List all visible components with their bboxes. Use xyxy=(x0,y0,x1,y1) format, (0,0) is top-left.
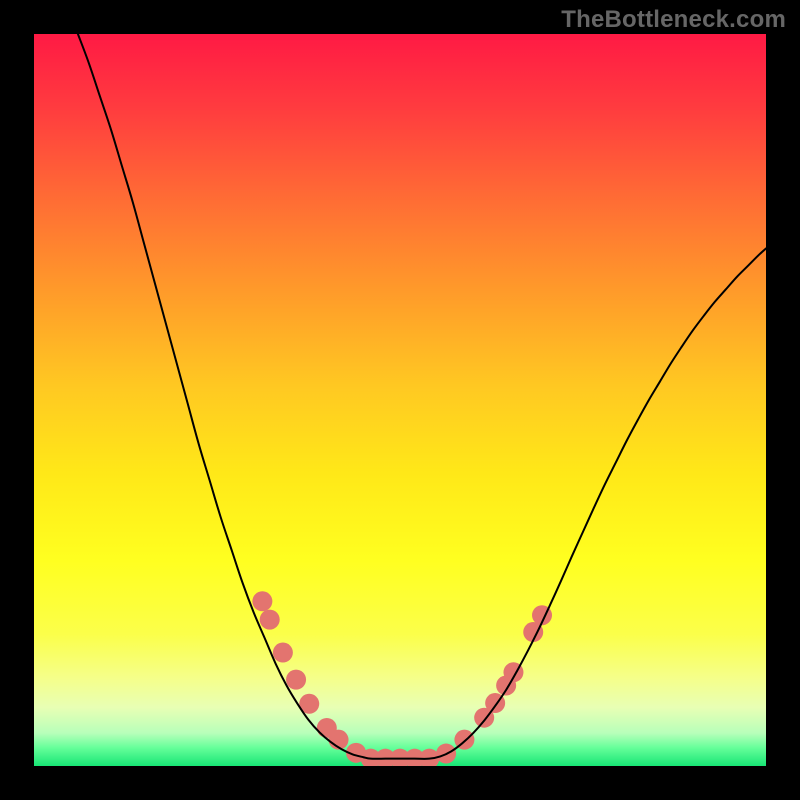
plot-area xyxy=(34,34,766,766)
figure-frame: TheBottleneck.com xyxy=(0,0,800,800)
curve-marker xyxy=(286,670,306,690)
curve-marker xyxy=(260,610,280,630)
curve-marker xyxy=(273,643,293,663)
chart-svg xyxy=(34,34,766,766)
watermark-text: TheBottleneck.com xyxy=(561,6,786,34)
curve-marker xyxy=(252,591,272,611)
gradient-background xyxy=(34,34,766,766)
